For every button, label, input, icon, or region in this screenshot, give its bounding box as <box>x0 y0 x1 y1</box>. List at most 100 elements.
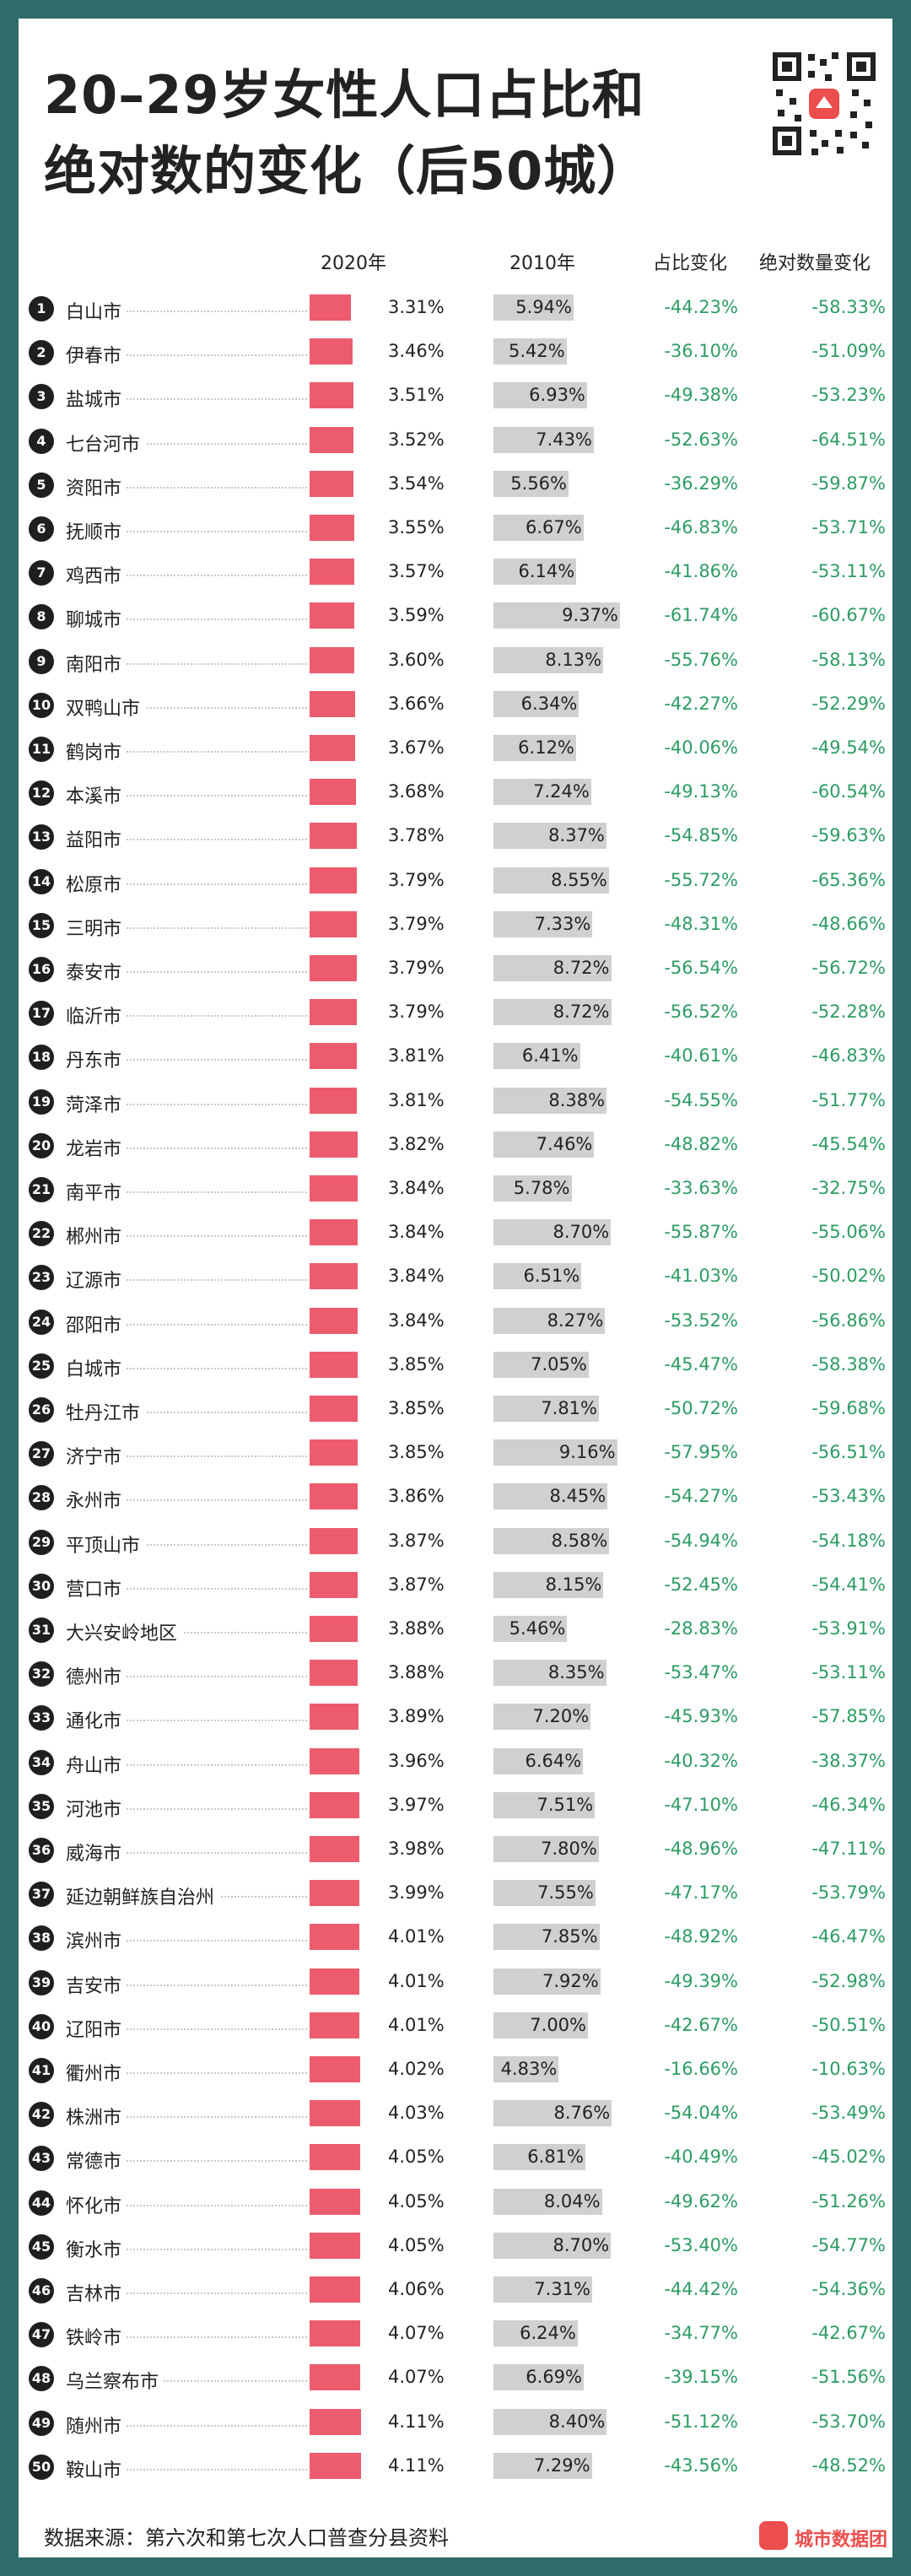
rank-badge: 17 <box>29 1001 54 1027</box>
bar-2010 <box>493 823 606 850</box>
share-change: -40.06% <box>664 737 738 758</box>
table-row: 40 辽阳市 4.01% 7.00% -42.67% -50.51% <box>19 2005 892 2049</box>
share-change: -52.63% <box>664 429 738 450</box>
rank-badge: 29 <box>29 1529 54 1555</box>
bar-2010 <box>493 1968 601 1995</box>
bar-2010 <box>493 1307 606 1334</box>
leader-dots <box>69 1499 307 1502</box>
value-2010: 7.81% <box>541 1398 597 1418</box>
absolute-change: -53.11% <box>811 1662 886 1683</box>
share-change: -39.15% <box>664 2367 738 2388</box>
header-2010: 2010年 <box>509 253 575 274</box>
bar-2010 <box>493 1396 599 1422</box>
bar-2020 <box>310 1087 358 1114</box>
bar-2010 <box>493 2144 585 2171</box>
value-2010: 6.93% <box>529 385 585 406</box>
absolute-change: -56.86% <box>811 1310 886 1331</box>
table-row: 21 南平市 3.84% 5.78% -33.63% -32.75% <box>19 1168 892 1212</box>
bar-2010 <box>493 602 620 629</box>
absolute-change: -57.85% <box>811 1706 886 1727</box>
share-change: -45.47% <box>664 1353 738 1374</box>
value-2010: 6.67% <box>525 517 582 537</box>
table-row: 27 济宁市 3.85% 9.16% -57.95% -56.51% <box>19 1432 892 1476</box>
table-row: 33 通化市 3.89% 7.20% -45.93% -57.85% <box>19 1696 892 1740</box>
bar-2010 <box>493 2232 612 2259</box>
value-2010: 7.05% <box>531 1353 587 1374</box>
bar-2010 <box>493 2364 584 2391</box>
share-change: -40.61% <box>664 1045 738 1067</box>
rank-badge: 44 <box>29 2190 54 2216</box>
city-name: 通化市 <box>66 1706 127 1734</box>
value-2020: 3.87% <box>388 1530 445 1551</box>
city-name: 舟山市 <box>66 1750 127 1778</box>
value-2010: 7.31% <box>534 2279 590 2299</box>
share-change: -44.23% <box>664 297 738 317</box>
city-name: 大兴安岭地区 <box>66 1618 183 1645</box>
absolute-change: -53.91% <box>811 1618 886 1639</box>
value-2020: 3.99% <box>388 1882 445 1904</box>
table-row: 45 衡水市 4.05% 8.70% -53.40% -54.77% <box>19 2225 892 2269</box>
absolute-change: -49.54% <box>811 737 886 758</box>
absolute-change: -53.11% <box>811 561 886 582</box>
chart-title-line-1: 20–29岁女性人口占比和 <box>44 64 645 126</box>
value-2010: 8.35% <box>547 1662 605 1683</box>
rank-badge: 31 <box>29 1617 54 1643</box>
rank-badge: 26 <box>29 1397 54 1423</box>
share-change: -41.86% <box>664 561 738 582</box>
absolute-change: -54.36% <box>811 2279 886 2299</box>
value-2020: 3.96% <box>388 1750 445 1771</box>
rank-badge: 25 <box>29 1353 54 1379</box>
city-name: 鞍山市 <box>66 2454 127 2482</box>
bar-2010 <box>493 1924 600 1951</box>
table-row: 39 吉安市 4.01% 7.92% -49.39% -52.98% <box>19 1961 892 2005</box>
bar-2020 <box>310 1131 358 1158</box>
city-name: 乌兰察布市 <box>66 2367 164 2395</box>
leader-dots <box>69 2116 307 2119</box>
leader-dots <box>69 311 307 312</box>
value-2020: 3.81% <box>388 1089 445 1110</box>
rank-badge: 30 <box>29 1573 54 1599</box>
absolute-change: -46.47% <box>811 1926 886 1947</box>
city-name: 常德市 <box>66 2147 127 2174</box>
leader-dots <box>69 486 307 489</box>
table-row: 49 随州市 4.11% 8.40% -51.12% -53.70% <box>19 2401 892 2445</box>
bar-2020 <box>310 1747 359 1774</box>
bar-2020 <box>310 1704 358 1731</box>
leader-dots <box>69 1059 307 1061</box>
bar-2020 <box>310 2232 360 2259</box>
value-2010: 8.13% <box>545 649 602 670</box>
share-change: -42.67% <box>664 2014 738 2035</box>
absolute-change: -38.37% <box>811 1750 886 1771</box>
bar-2010 <box>493 2320 578 2347</box>
bar-2020 <box>310 1924 360 1951</box>
rank-badge: 14 <box>29 868 54 894</box>
qr-code-icon <box>769 49 879 159</box>
share-change: -16.66% <box>664 2059 738 2079</box>
city-name: 滨州市 <box>66 1926 127 1954</box>
bar-2020 <box>310 1219 358 1246</box>
table-row: 44 怀化市 4.05% 8.04% -49.62% -51.26% <box>19 2181 892 2225</box>
bar-2010 <box>493 1131 595 1158</box>
rank-badge: 15 <box>29 912 54 938</box>
leader-dots <box>69 926 307 929</box>
leader-dots <box>69 662 307 665</box>
value-2010: 8.55% <box>551 869 607 890</box>
share-change: -57.95% <box>664 1442 738 1463</box>
bar-2020 <box>310 2320 361 2347</box>
value-2020: 3.81% <box>388 1045 445 1067</box>
table-row: 46 吉林市 4.06% 7.31% -44.42% -54.36% <box>19 2269 892 2313</box>
share-change: -45.93% <box>664 1706 738 1727</box>
share-change: -49.39% <box>664 1970 738 1991</box>
bar-2020 <box>310 1439 358 1466</box>
value-2010: 6.51% <box>523 1266 580 1287</box>
value-2020: 3.57% <box>388 561 445 582</box>
bar-2020 <box>310 294 351 321</box>
rank-badge: 47 <box>29 2322 54 2348</box>
absolute-change: -59.63% <box>811 825 886 846</box>
value-2020: 3.79% <box>388 958 445 978</box>
bar-2010 <box>493 1791 596 1818</box>
value-2020: 3.85% <box>388 1442 445 1463</box>
value-2020: 4.06% <box>388 2279 445 2299</box>
value-2010: 6.24% <box>520 2323 576 2344</box>
value-2010: 8.27% <box>547 1310 604 1331</box>
